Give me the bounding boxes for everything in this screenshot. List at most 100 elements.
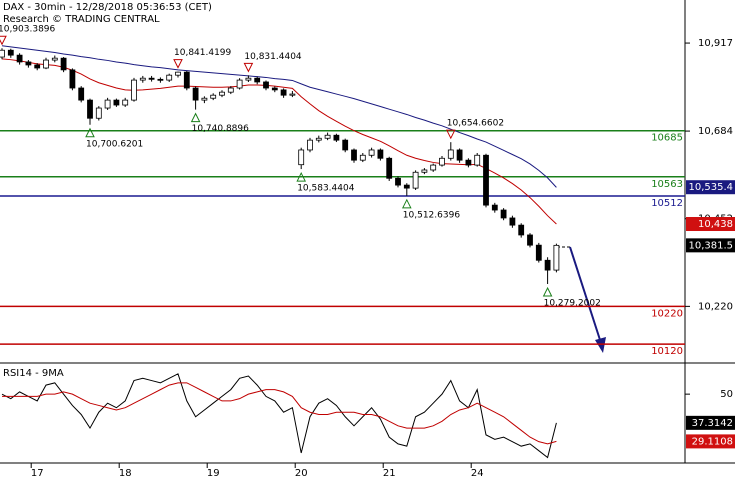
chart-title: DAX - 30min - 12/28/2018 05:36:53 (CET) bbox=[3, 2, 212, 13]
candle-body bbox=[456, 149, 463, 161]
level-label: 10220 bbox=[651, 308, 683, 319]
pivot-low-marker bbox=[542, 286, 553, 297]
candle-body bbox=[333, 134, 340, 141]
candle-body bbox=[51, 57, 58, 61]
price-tag-label: 29.1108 bbox=[692, 436, 733, 447]
level-label: 10512 bbox=[651, 198, 683, 209]
price-tag bbox=[686, 434, 735, 449]
candle-body bbox=[104, 99, 111, 109]
pivot-low-marker bbox=[190, 112, 201, 123]
y-tick-label: 10,220 bbox=[698, 301, 733, 312]
level-label: 10563 bbox=[651, 179, 683, 190]
candle-body bbox=[421, 169, 428, 173]
candle-body bbox=[78, 87, 85, 101]
candle-body bbox=[412, 171, 419, 189]
chart-subtitle: Research © TRADING CENTRAL bbox=[3, 14, 160, 25]
candle-body bbox=[271, 87, 278, 91]
candle-body bbox=[439, 157, 445, 166]
candle-body bbox=[544, 259, 551, 271]
price-tag-label: 37.3142 bbox=[692, 418, 733, 429]
candle-body bbox=[403, 184, 410, 189]
line-series bbox=[1, 373, 557, 459]
candle-body bbox=[298, 149, 305, 166]
level-label: 10120 bbox=[651, 346, 683, 357]
candle-body bbox=[131, 79, 137, 101]
candle-body bbox=[500, 209, 507, 219]
candle-body bbox=[25, 61, 32, 66]
pivot-high-marker bbox=[0, 35, 7, 46]
pivot-high-marker bbox=[243, 62, 254, 73]
x-tick-label: 20 bbox=[295, 468, 308, 479]
pivot-label: 10,903.3896 bbox=[0, 25, 56, 35]
candle-body bbox=[324, 134, 331, 139]
candle-body bbox=[7, 49, 14, 56]
candle-body bbox=[201, 97, 208, 101]
candle-body bbox=[395, 177, 401, 186]
candle-body bbox=[236, 79, 243, 89]
pivot-low-marker bbox=[401, 198, 412, 209]
candle-body bbox=[263, 81, 269, 89]
pivot-low-marker bbox=[85, 127, 95, 138]
price-tag bbox=[686, 217, 735, 232]
candle-body bbox=[175, 71, 181, 76]
y-tick-label: 50 bbox=[720, 389, 733, 400]
pivot-label: 10,831.4404 bbox=[244, 52, 302, 62]
candle-body bbox=[0, 49, 5, 58]
rsi-title: RSI14 - 9MA bbox=[3, 368, 64, 379]
line-series bbox=[1, 58, 557, 225]
pivot-high-marker bbox=[445, 129, 456, 140]
candle-body bbox=[535, 244, 542, 261]
price-tag bbox=[686, 415, 735, 430]
x-tick-label: 24 bbox=[471, 468, 484, 479]
candle-body bbox=[166, 74, 173, 81]
candle-body bbox=[359, 154, 366, 161]
price-tag bbox=[686, 180, 735, 195]
price-tag-label: 10,438 bbox=[698, 219, 733, 230]
candle-body bbox=[386, 157, 393, 179]
candle-body bbox=[139, 77, 146, 81]
pivot-label: 10,700.6201 bbox=[86, 139, 143, 149]
price-tag-label: 10,381.5 bbox=[688, 240, 733, 251]
pivot-label: 10,583.4404 bbox=[297, 184, 355, 194]
candle-body bbox=[315, 137, 322, 141]
candle-body bbox=[95, 107, 102, 119]
level-label: 10685 bbox=[651, 133, 683, 144]
candle-body bbox=[69, 69, 76, 89]
candle-body bbox=[227, 87, 234, 93]
candle-body bbox=[553, 244, 560, 271]
candle-body bbox=[122, 99, 129, 106]
pivot-label: 10,512.6396 bbox=[403, 210, 461, 220]
candle-body bbox=[43, 59, 49, 69]
pivot-label: 10,841.4199 bbox=[174, 48, 232, 58]
candle-body bbox=[342, 139, 349, 151]
candle-body bbox=[148, 77, 155, 80]
price-tag bbox=[686, 238, 735, 253]
candle-body bbox=[430, 164, 437, 171]
pivot-label: 10,654.6602 bbox=[447, 119, 504, 129]
line-series bbox=[2, 382, 557, 445]
candle-body bbox=[447, 149, 454, 159]
candle-body bbox=[509, 217, 516, 226]
x-tick-label: 18 bbox=[119, 468, 132, 479]
candle-body bbox=[16, 54, 23, 63]
pivot-label: 10,279.2002 bbox=[544, 298, 601, 308]
candle-body bbox=[157, 78, 164, 81]
line-series bbox=[1, 45, 557, 188]
candle-body bbox=[34, 64, 41, 69]
candle-body bbox=[377, 149, 384, 159]
x-tick-label: 21 bbox=[383, 468, 396, 479]
candle-body bbox=[518, 224, 525, 236]
pivot-low-marker bbox=[296, 171, 307, 182]
candle-body bbox=[307, 139, 313, 151]
candle-body bbox=[60, 57, 67, 71]
candle-body bbox=[192, 87, 199, 101]
y-tick-label: 10,684 bbox=[698, 126, 733, 137]
pivot-high-marker bbox=[173, 59, 183, 69]
candle-body bbox=[245, 77, 252, 81]
pivot-label: 10,740.8896 bbox=[192, 124, 250, 134]
candle-body bbox=[219, 91, 225, 96]
arrow-head bbox=[595, 337, 606, 353]
candle-body bbox=[527, 234, 533, 246]
candle-body bbox=[113, 99, 120, 106]
